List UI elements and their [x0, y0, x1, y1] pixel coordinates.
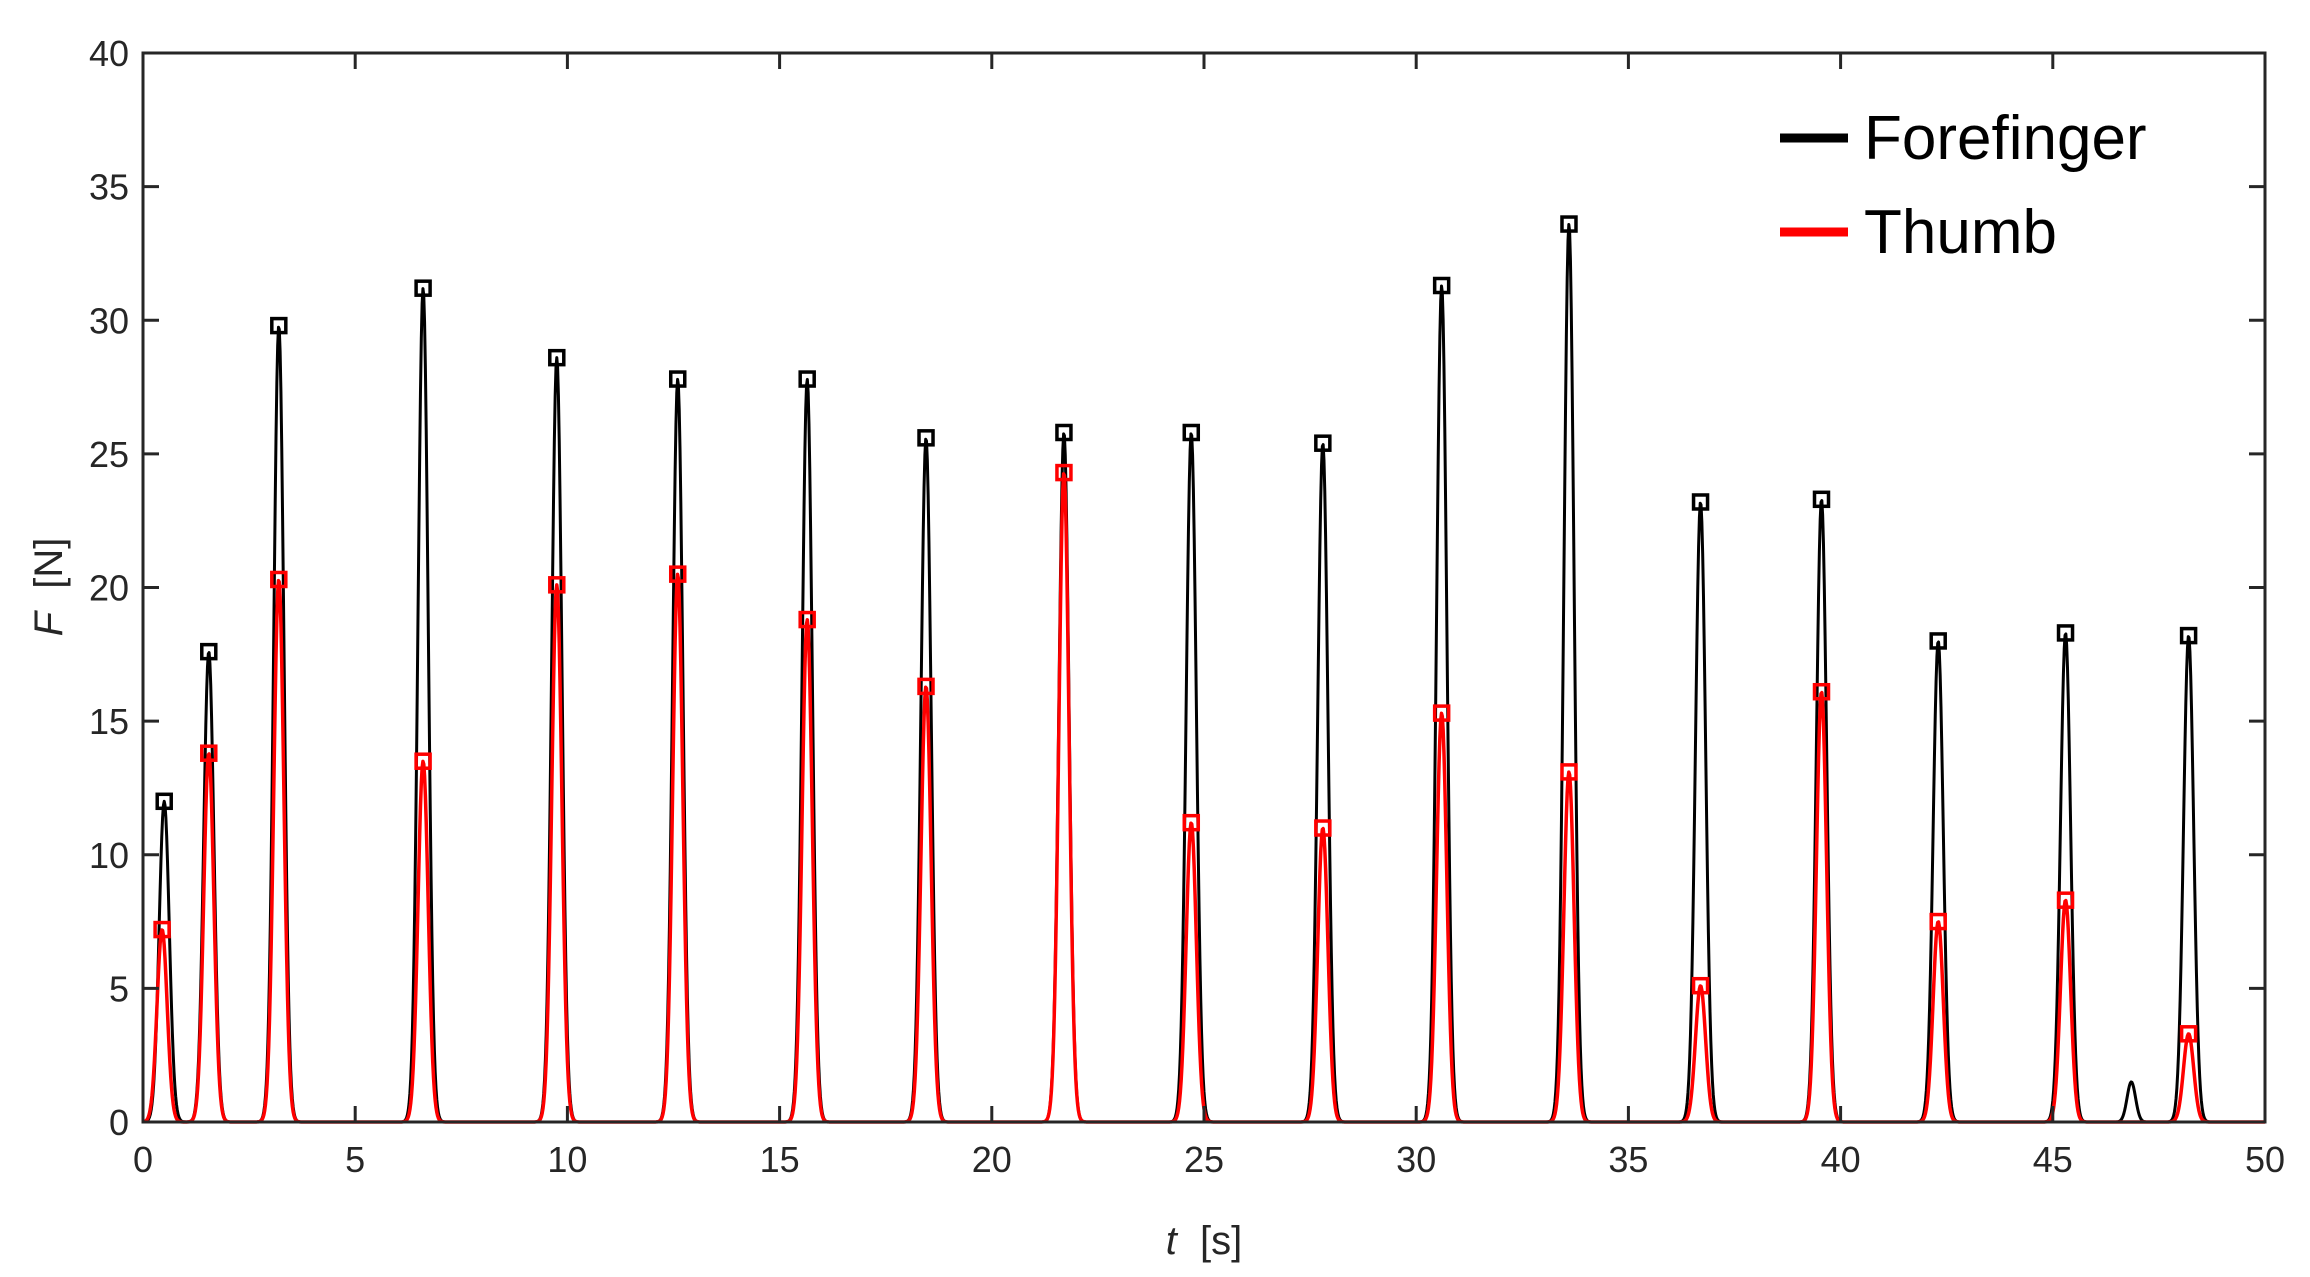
peak-marker-forefinger	[1812, 490, 1831, 509]
peak-marker-thumb	[270, 570, 288, 589]
x-tick-label: 50	[2245, 1139, 2285, 1180]
peak-marker-forefinger	[798, 370, 816, 388]
peak-marker-thumb	[798, 610, 816, 629]
y-tick-label: 25	[89, 434, 129, 475]
peak-marker-forefinger	[917, 429, 935, 447]
x-tick-label: 30	[1396, 1139, 1436, 1180]
y-tick-label: 15	[89, 701, 129, 742]
peak-marker-thumb	[1182, 813, 1201, 832]
peak-marker-forefinger	[668, 370, 687, 388]
y-tick-label: 30	[89, 300, 129, 341]
x-tick-label: 20	[972, 1139, 1012, 1180]
peak-marker-thumb	[200, 744, 218, 762]
legend-label-forefinger: Forefinger	[1864, 104, 2147, 173]
x-tick-label: 0	[133, 1139, 153, 1180]
peak-marker-thumb	[2179, 1025, 2198, 1043]
peak-marker-thumb	[1432, 704, 1451, 722]
peak-marker-thumb	[1055, 463, 1073, 482]
x-axis-unit: [s]	[1200, 1219, 1242, 1263]
x-tick-label: 45	[2033, 1139, 2073, 1180]
peak-marker-thumb	[153, 920, 171, 939]
peak-marker-thumb	[414, 752, 432, 770]
y-axis-title: F [N]	[27, 538, 71, 637]
peak-marker-forefinger	[1314, 434, 1332, 452]
y-tick-label: 40	[89, 33, 129, 74]
x-axis-ticks: 0 5 10 15 20 25 30 35 40 45 50	[133, 53, 2285, 1180]
x-tick-label: 25	[1184, 1139, 1224, 1180]
peak-marker-forefinger	[1691, 493, 1710, 511]
peak-marker-forefinger	[200, 642, 218, 661]
y-tick-label: 20	[89, 568, 129, 609]
peak-marker-forefinger	[1560, 215, 1578, 233]
peak-marker-forefinger	[2056, 624, 2075, 642]
peak-marker-forefinger	[1182, 423, 1201, 442]
x-tick-label: 35	[1608, 1139, 1648, 1180]
y-axis-variable: F	[27, 609, 71, 636]
y-tick-label: 0	[109, 1102, 129, 1143]
y-tick-label: 10	[89, 835, 129, 876]
y-tick-label: 35	[89, 167, 129, 208]
peak-marker-thumb	[668, 565, 687, 583]
peak-marker-forefinger	[1929, 632, 1947, 650]
peak-marker-forefinger	[414, 279, 432, 297]
peak-marker-forefinger	[1432, 276, 1451, 295]
x-tick-label: 10	[547, 1139, 587, 1180]
peak-marker-thumb	[1812, 682, 1831, 701]
peak-marker-forefinger	[548, 348, 566, 367]
y-tick-label: 5	[109, 968, 129, 1009]
x-tick-label: 15	[760, 1139, 800, 1180]
plot-markers	[153, 215, 2198, 1043]
y-axis-unit: [N]	[27, 538, 71, 589]
peak-marker-forefinger	[1055, 423, 1073, 442]
peak-marker-thumb	[917, 677, 935, 696]
legend: Forefinger Thumb	[1780, 104, 2147, 267]
peak-marker-forefinger	[270, 316, 288, 335]
peak-marker-thumb	[2056, 891, 2075, 909]
peak-marker-thumb	[1929, 912, 1947, 931]
legend-label-thumb: Thumb	[1864, 198, 2057, 267]
peak-marker-forefinger	[155, 792, 173, 811]
x-tick-label: 5	[345, 1139, 365, 1180]
peak-marker-thumb	[548, 576, 566, 594]
peak-marker-forefinger	[2179, 626, 2198, 645]
x-axis-title: t [s]	[1166, 1219, 1242, 1263]
y-axis-ticks: 0 5 10 15 20 25 30 35 40	[89, 33, 2265, 1143]
x-tick-label: 40	[1821, 1139, 1861, 1180]
x-axis-variable: t	[1166, 1219, 1179, 1263]
peak-marker-thumb	[1314, 819, 1332, 837]
peak-marker-thumb	[1691, 976, 1710, 995]
peak-marker-thumb	[1560, 763, 1578, 781]
